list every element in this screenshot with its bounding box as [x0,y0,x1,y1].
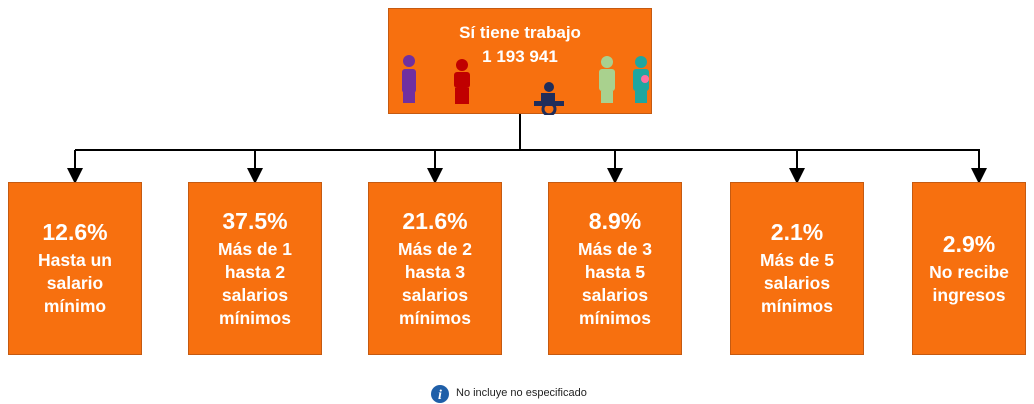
node-label-line: ingresos [932,284,1006,305]
node-box: 12.6% Hasta un salario mínimo [8,182,142,355]
node-box: 21.6% Más de 2 hasta 3 salarios mínimos [368,182,502,355]
node-label-line: salarios [581,284,649,305]
node-label-line: Más de 3 [578,238,652,259]
node-label-line: salarios [401,284,469,305]
root-title: Sí tiene trabajo [459,23,581,42]
person-icon [402,55,416,103]
person-icon [454,59,470,104]
node-percent: 12.6% [42,219,108,245]
node-label-line: Más de 2 [398,238,472,259]
node-label-line: Más de 1 [218,238,292,259]
node-percent: 37.5% [222,207,288,234]
connector-lines [67,114,987,184]
person-icon [633,56,649,103]
node-label-line: salario [46,273,104,293]
node-label-line: Más de 5 [760,250,834,270]
node-box: 37.5% Más de 1 hasta 2 salarios mínimos [188,182,322,355]
root-value: 1 193 941 [482,47,558,66]
node-label-line: hasta 3 [404,261,466,282]
wheelchair-icon [534,82,564,115]
node-box: 2.9% No recibe ingresos [912,182,1026,355]
node-label-line: mínimo [43,296,107,316]
node-percent: 8.9% [588,207,642,234]
node-percent: 2.9% [942,230,996,257]
root-box: Sí tiene trabajo 1 193 941 [388,8,652,115]
person-icon [599,56,615,103]
node-box: 8.9% Más de 3 hasta 5 salarios mínimos [548,182,682,355]
node-label-line: Hasta un [38,250,112,270]
node-percent: 2.1% [770,219,824,245]
node-label-line: No recibe [929,261,1009,282]
node-label-line: salarios [221,284,289,305]
node-label-line: salarios [763,273,831,293]
info-icon-glyph: i [438,388,442,403]
node-label-line: hasta 2 [224,261,286,282]
node-label-line: mínimos [399,307,471,328]
people-icons [402,55,649,115]
node-label-line: mínimos [761,296,833,316]
node-label-line: mínimos [579,307,651,328]
node-box: 2.1% Más de 5 salarios mínimos [730,182,864,355]
node-label-line: hasta 5 [584,261,646,282]
node-percent: 21.6% [402,207,468,234]
info-icon [431,385,449,403]
node-label-line: mínimos [219,307,291,328]
footnote: No incluye no especificado [456,387,587,399]
